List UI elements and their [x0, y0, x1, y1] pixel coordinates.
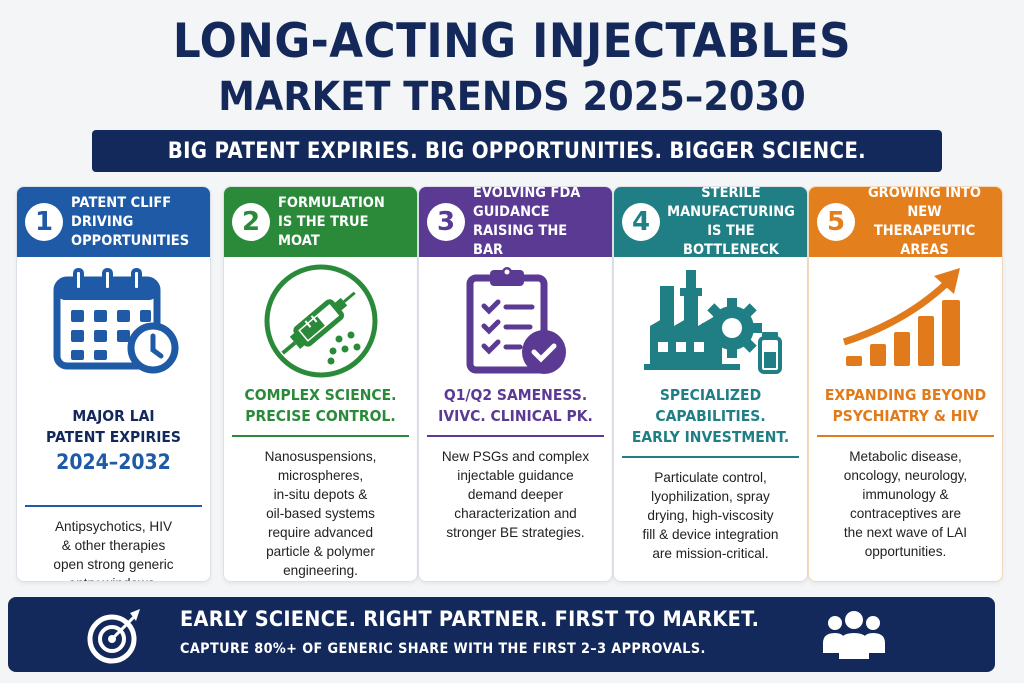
footer-banner: EARLY SCIENCE. RIGHT PARTNER. FIRST TO M… [8, 597, 995, 672]
card-heading: FORMULATION IS THE TRUE MOAT [278, 194, 385, 249]
card-heading: STERILE MANUFACTURING IS THE BOTTLENECK [667, 186, 795, 258]
card-number-badge: 2 [232, 203, 270, 241]
tagline-text: BIG PATENT EXPIRIES. BIG OPPORTUNITIES. … [167, 138, 867, 164]
expiry-range: 2024–2032 [56, 450, 171, 474]
card-body: Antipsychotics, HIV & other therapies op… [53, 519, 174, 581]
card-heading: EVOLVING FDA GUIDANCE RAISING THE BAR [473, 186, 581, 258]
card-header: 3 EVOLVING FDA GUIDANCE RAISING THE BAR [419, 186, 612, 258]
card-header: 2 FORMULATION IS THE TRUE MOAT [224, 187, 417, 257]
card-formulation: 2 FORMULATION IS THE TRUE MOAT [223, 186, 418, 582]
divider [25, 505, 202, 507]
divider [622, 456, 799, 458]
target-arrow-icon [87, 609, 140, 664]
footer-subline: CAPTURE 80%+ OF GENERIC SHARE WITH THE F… [180, 641, 706, 657]
divider [232, 435, 409, 437]
card-number-badge: 5 [817, 203, 855, 241]
card-heading: PATENT CLIFF DRIVING OPPORTUNITIES [71, 194, 190, 249]
card-header: 1 PATENT CLIFF DRIVING OPPORTUNITIES [17, 187, 210, 257]
card-headline: EXPANDING BEYOND PSYCHIATRY & HIV [824, 386, 987, 425]
card-new-therapeutic-areas: 5 GROWING INTO NEW THERAPEUTIC AREAS EXP… [808, 186, 1003, 582]
footer-headline: EARLY SCIENCE. RIGHT PARTNER. FIRST TO M… [180, 607, 760, 631]
card-number-badge: 3 [427, 203, 465, 241]
card-body: Metabolic disease, oncology, neurology, … [843, 449, 968, 559]
people-group-icon [823, 611, 885, 659]
calendar-clock-icon [53, 268, 178, 374]
card-patent-cliff: 1 PATENT CLIFF DRIVING OPPORTUNITIES [16, 186, 211, 582]
card-headline: Q1/Q2 SAMENESS. IVIVC. CLINICAL PK. [438, 386, 593, 425]
card-header: 4 STERILE MANUFACTURING IS THE BOTTLENEC… [614, 186, 807, 258]
card-headline: COMPLEX SCIENCE. PRECISE CONTROL. [244, 386, 397, 425]
card-number-badge: 4 [622, 203, 660, 241]
divider [817, 435, 994, 437]
divider [427, 435, 604, 437]
card-body: Nanosuspensions, microspheres, in-situ d… [264, 449, 377, 578]
card-body: New PSGs and complex injectable guidance… [441, 449, 590, 540]
clipboard-checklist-icon [466, 266, 566, 374]
trend-cards: 1 PATENT CLIFF DRIVING OPPORTUNITIES [16, 186, 1008, 582]
card-headline: MAJOR LAI PATENT EXPIRIES 2024–2032 [27, 385, 201, 497]
card-fda-guidance: 3 EVOLVING FDA GUIDANCE RAISING THE BAR … [418, 186, 613, 582]
growth-chart-arrow-icon [842, 267, 960, 366]
tagline-banner: BIG PATENT EXPIRIES. BIG OPPORTUNITIES. … [92, 130, 942, 172]
page-title: LONG-ACTING INJECTABLES [172, 14, 852, 69]
card-body: Particulate control, lyophilization, spr… [642, 470, 779, 561]
factory-gear-vial-icon [643, 270, 782, 374]
headline-text: MAJOR LAI PATENT EXPIRIES [46, 407, 181, 446]
page-subtitle: MARKET TRENDS 2025–2030 [218, 74, 806, 120]
card-sterile-manufacturing: 4 STERILE MANUFACTURING IS THE BOTTLENEC… [613, 186, 808, 582]
card-heading: GROWING INTO NEW THERAPEUTIC AREAS [867, 186, 982, 258]
card-header: 5 GROWING INTO NEW THERAPEUTIC AREAS [809, 186, 1002, 258]
card-number-badge: 1 [25, 203, 63, 241]
card-headline: SPECIALIZED CAPABILITIES. EARLY INVESTME… [631, 386, 790, 446]
syringe-particles-icon [264, 264, 377, 378]
